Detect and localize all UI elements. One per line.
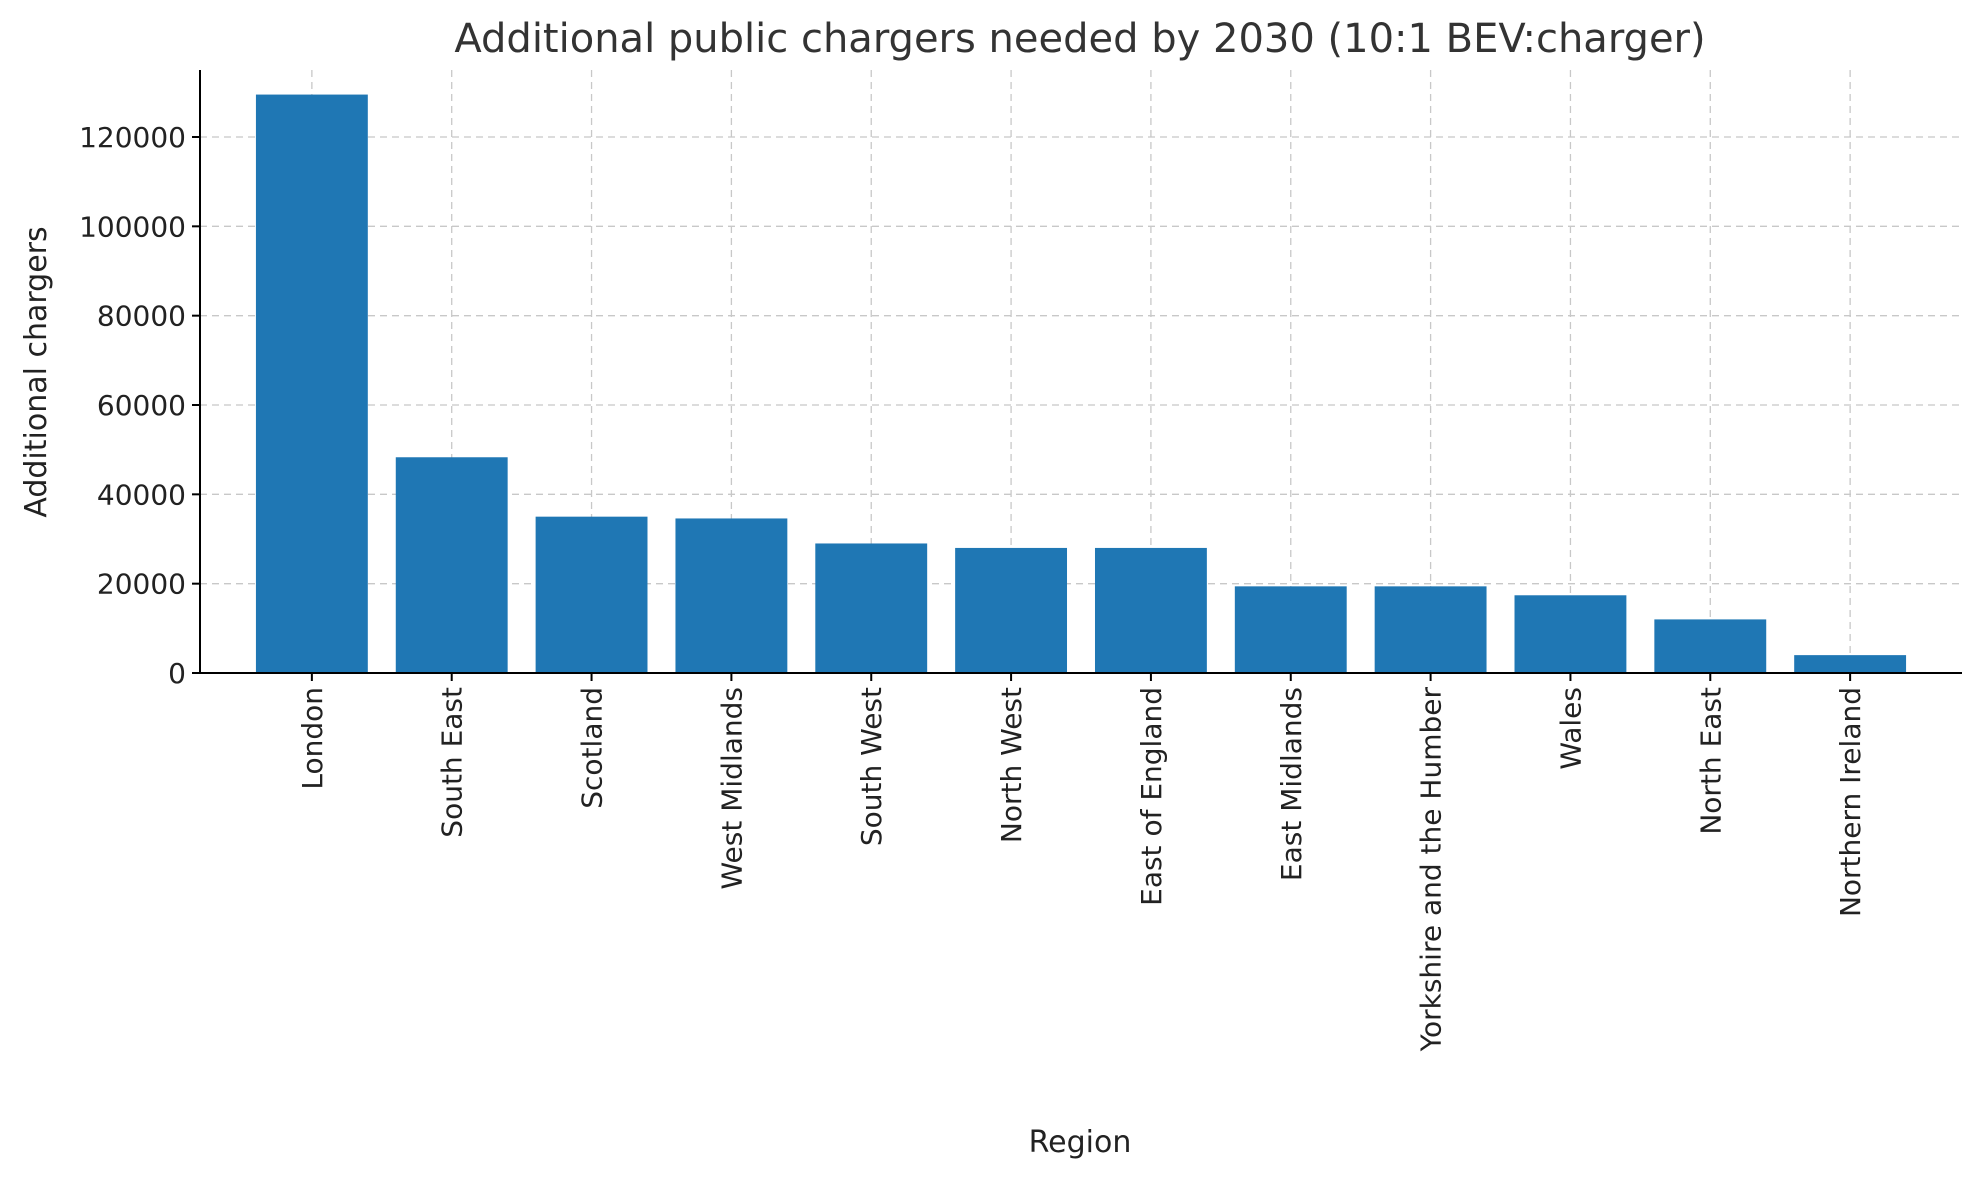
y-tick-label: 120000 [79,121,186,154]
x-tick-label: Northern Ireland [1834,687,1867,917]
bar-west-midlands [675,518,788,673]
x-tick-label: South West [855,687,888,846]
x-tick-label: Scotland [576,687,609,809]
x-tick-label: London [296,687,329,790]
x-tick-label: South East [436,687,469,838]
bars [255,94,1907,674]
x-tick-label: North East [1694,687,1727,835]
bar-south-west [815,543,928,673]
y-tick-label: 100000 [79,210,186,243]
x-tick-label: Yorkshire and the Humber [1415,687,1448,1053]
bar-northern-ireland [1794,655,1907,673]
x-tick-label: East Midlands [1275,687,1308,881]
y-tick-label: 40000 [97,478,186,511]
y-axis-label: Additional chargers [19,226,54,517]
chart-title: Additional public chargers needed by 203… [454,16,1705,62]
axes [199,70,1962,674]
bar-north-east [1654,619,1767,673]
bar-scotland [535,516,648,673]
bar-east-midlands [1234,586,1347,673]
x-tick-label: East of England [1135,687,1168,906]
y-tick-label: 20000 [97,568,186,601]
x-tick-label: West Midlands [715,687,748,890]
y-tick-label: 0 [168,657,186,690]
bar-wales [1514,595,1627,673]
bar-south-east [395,457,508,673]
bar-london [255,94,368,674]
x-axis-label: Region [1029,1125,1132,1160]
x-axis-ticks: London South East Scotland West Midlands Sou… [296,673,1867,1052]
y-axis-ticks: 0 20000 40000 60000 80000 100000 120000 [79,121,200,690]
y-tick-label: 60000 [97,389,186,422]
bar-yorkshire-and-the-humber [1374,586,1487,673]
y-tick-label: 80000 [97,300,186,333]
x-tick-label: Wales [1554,687,1587,770]
x-tick-label: North West [995,687,1028,843]
bar-east-of-england [1094,547,1207,673]
bar-north-west [955,547,1068,673]
